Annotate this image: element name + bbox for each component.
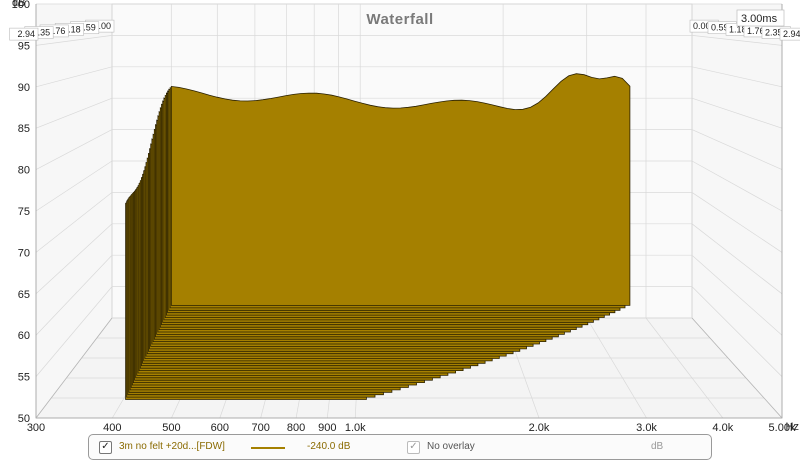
svg-text:1.18: 1.18: [729, 24, 747, 34]
x-tick-labels: 300 400 500 600 700 800 900 1.0k 2.0k 3.0k 4.0k 5.0…: [27, 422, 796, 434]
svg-text:1.76: 1.76: [747, 26, 765, 36]
overlay-checkbox[interactable]: ✓: [407, 441, 420, 454]
x-tick-label: 400: [103, 422, 121, 434]
y-tick-label: 80: [18, 165, 30, 177]
y-tick-label: 50: [18, 413, 30, 425]
overlay-label[interactable]: No overlay: [427, 441, 475, 452]
series-name[interactable]: 3m no felt +20d...[FDW]: [119, 441, 225, 452]
y-tick-label: 70: [18, 247, 30, 259]
series-level[interactable]: -240.0 dB: [307, 441, 351, 452]
time-label-left: 2.94: [9, 27, 39, 41]
y-tick-label: 95: [18, 40, 30, 52]
svg-text:1.18: 1.18: [63, 24, 81, 34]
svg-text:2.35: 2.35: [33, 28, 51, 38]
x-tick-label: 800: [287, 422, 305, 434]
svg-text:1.76: 1.76: [48, 26, 66, 36]
y-tick-label: 85: [18, 123, 30, 135]
x-unit-label: Hz: [786, 421, 799, 433]
series-line-swatch: [251, 447, 285, 449]
chart-title: Waterfall: [366, 11, 433, 28]
svg-text:0.59: 0.59: [78, 23, 96, 33]
x-tick-label: 1.0k: [345, 422, 366, 434]
x-tick-label: 500: [162, 422, 180, 434]
time-labels: 0.00 0.000.59 0.591.18 1.181.76 1.762.35 2.35…: [9, 19, 800, 41]
y-tick-label: 55: [18, 372, 30, 384]
y-tick-label: 75: [18, 206, 30, 218]
x-tick-label: 600: [211, 422, 229, 434]
y-tick-label: 100: [12, 0, 30, 11]
svg-text:2.94: 2.94: [783, 29, 800, 39]
time-label-right: 2.94: [779, 27, 800, 41]
x-tick-label: 4.0k: [712, 422, 733, 434]
x-tick-label: 2.0k: [529, 422, 550, 434]
y-tick-labels: 50 55 60 65 70 75 80 85 90 95 100: [12, 0, 30, 425]
x-tick-label: 900: [318, 422, 336, 434]
y-tick-label: 60: [18, 330, 30, 342]
y-tick-label: 65: [18, 289, 30, 301]
svg-text:0.00: 0.00: [693, 21, 711, 31]
svg-text:2.35: 2.35: [765, 28, 783, 38]
svg-text:0.59: 0.59: [711, 23, 729, 33]
x-tick-label: 3.0k: [636, 422, 657, 434]
y-tick-label: 90: [18, 82, 30, 94]
overlay-unit: dB: [651, 441, 664, 452]
waterfall-slice: [170, 73, 631, 306]
series-checkbox[interactable]: ✓: [99, 441, 112, 454]
svg-text:3.00ms: 3.00ms: [741, 13, 778, 25]
svg-text:0.00: 0.00: [93, 21, 111, 31]
legend-bar: ✓ 3m no felt +20d...[FDW] -240.0 dB ✓ No…: [88, 434, 712, 460]
svg-text:2.94: 2.94: [17, 29, 35, 39]
waterfall-slices: [125, 73, 631, 400]
x-tick-label: 5.00k: [769, 422, 796, 434]
x-tick-label: 300: [27, 422, 45, 434]
time-max-label: 3.00ms: [736, 9, 785, 27]
x-tick-label: 700: [251, 422, 269, 434]
y-unit-label: dB: [12, 0, 25, 9]
